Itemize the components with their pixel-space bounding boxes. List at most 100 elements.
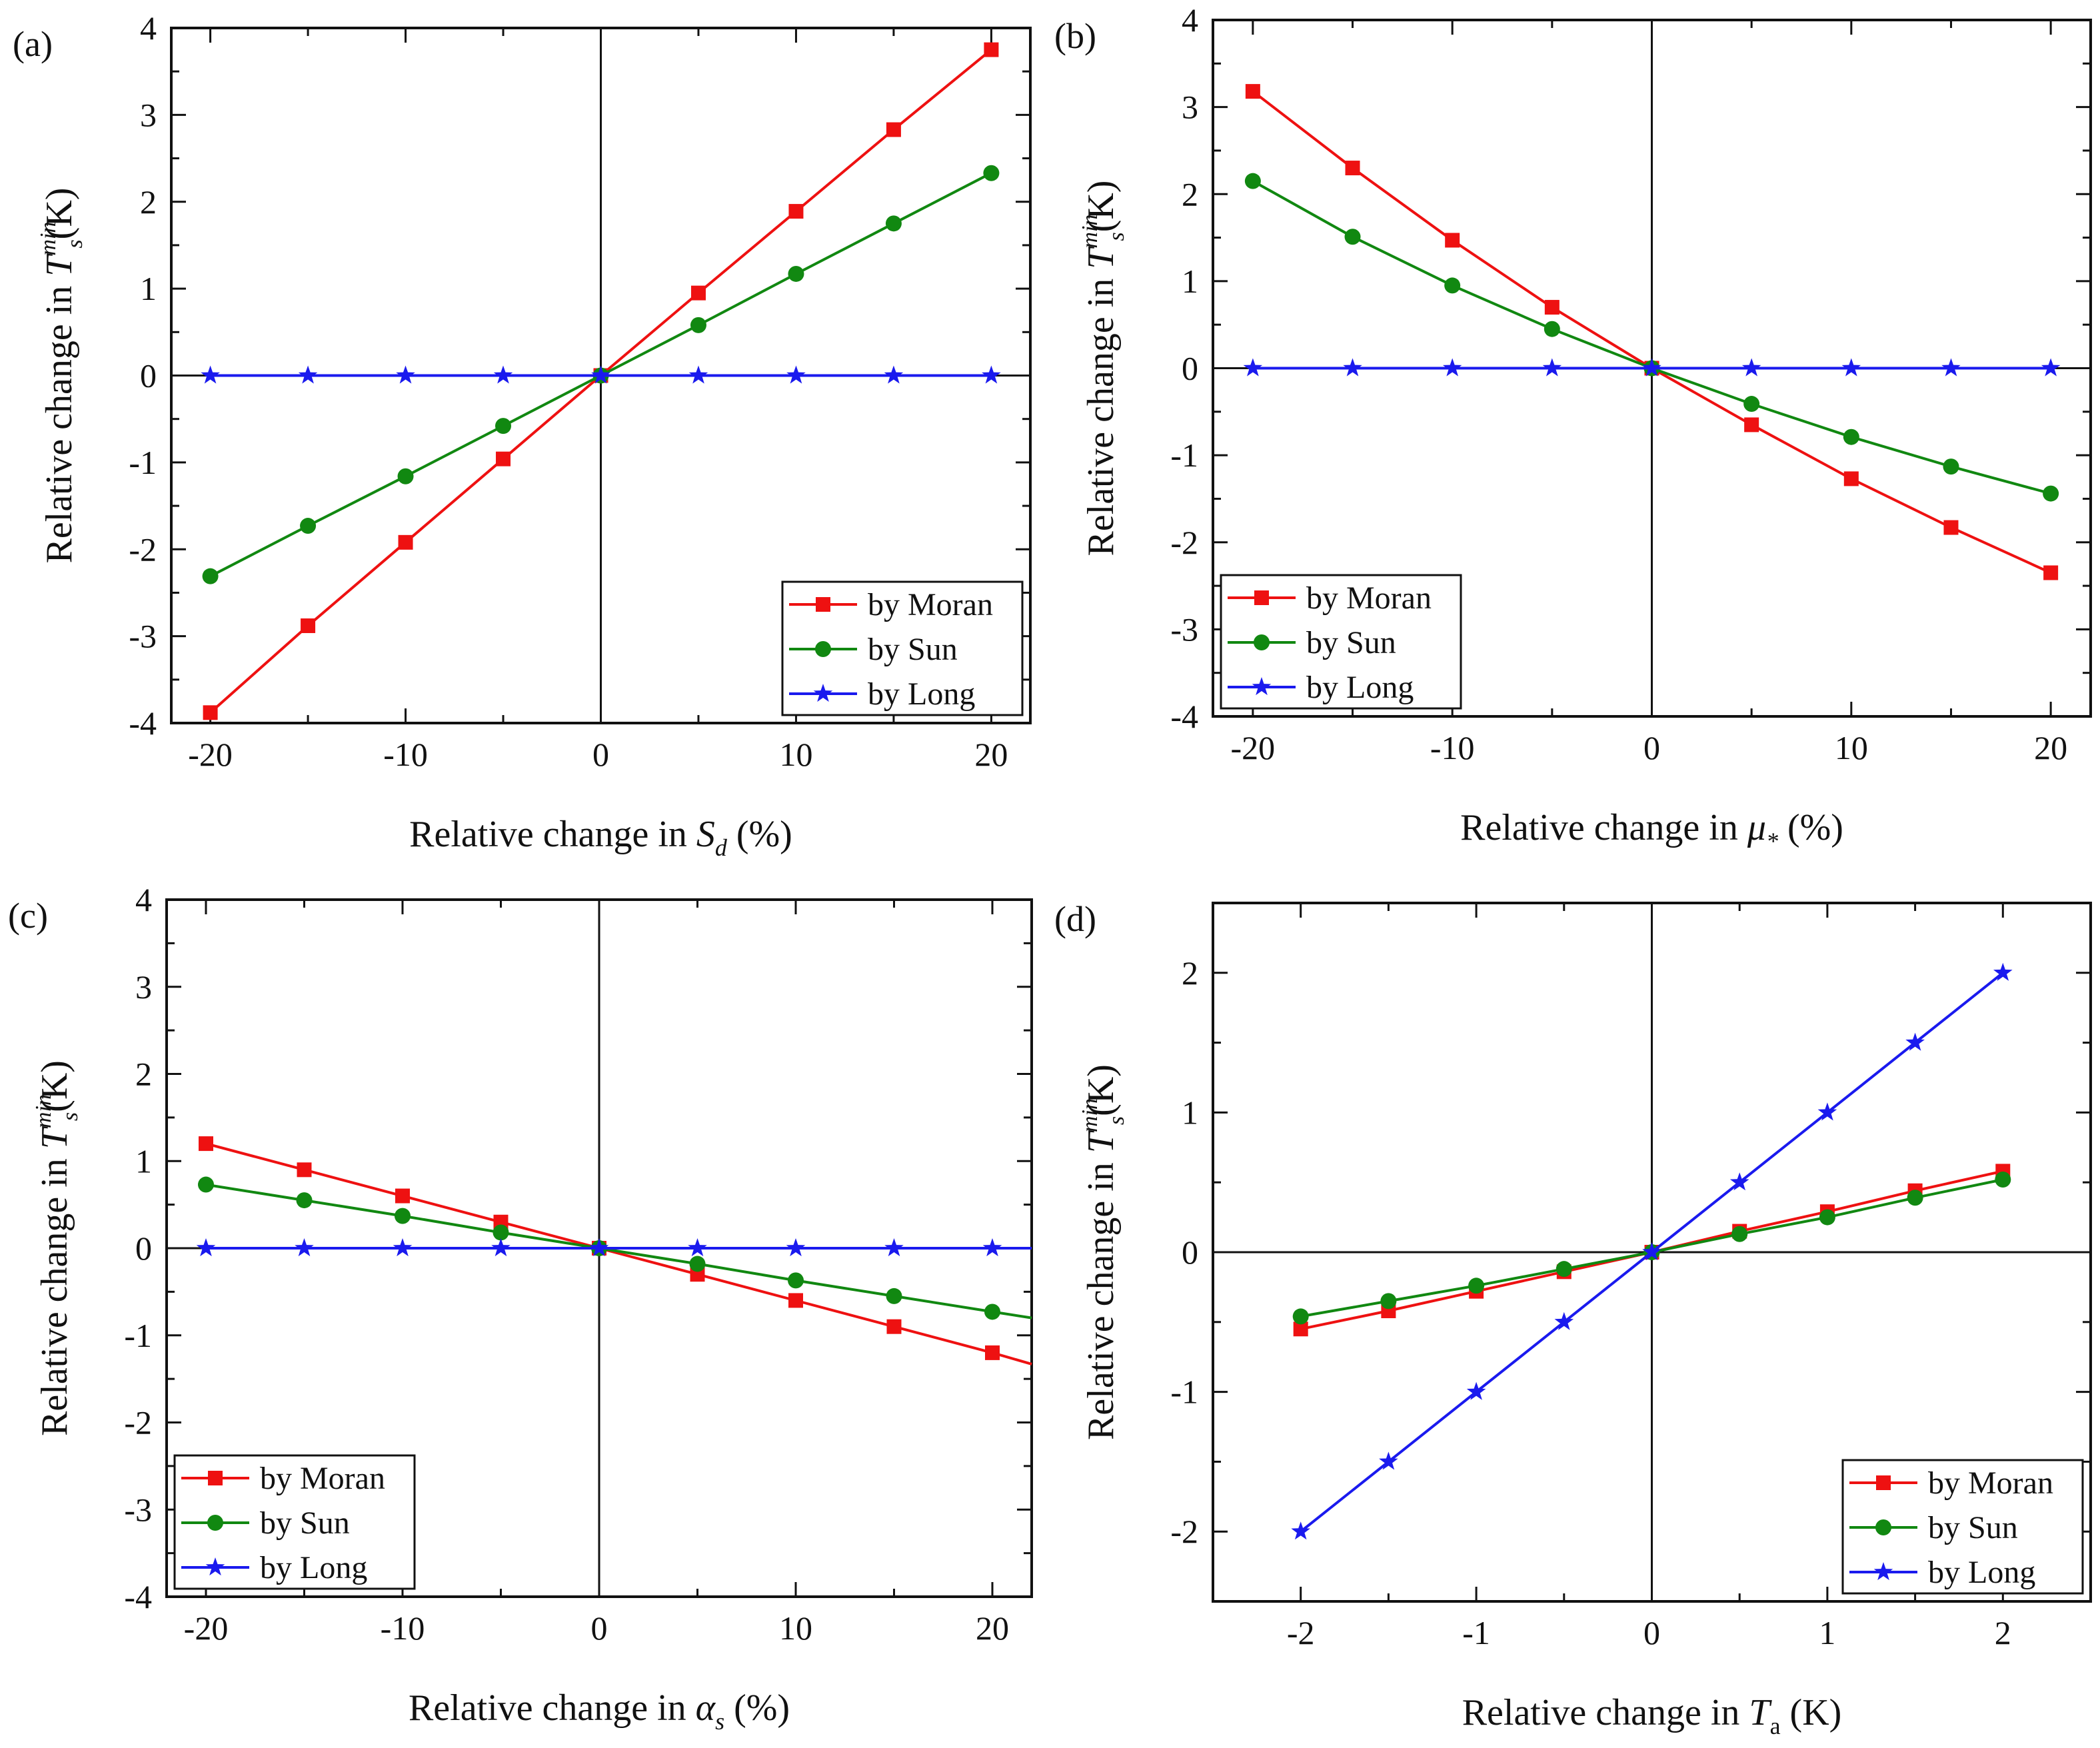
y-tick-label: 1: [1182, 263, 1198, 300]
data-point: [1843, 429, 1859, 445]
legend-marker: [1254, 634, 1270, 650]
data-point: [297, 1162, 312, 1178]
y-tick-label: 2: [135, 1056, 152, 1093]
y-tick-label: -2: [124, 1404, 152, 1441]
data-point: [886, 1288, 902, 1304]
y-tick-label: -3: [129, 618, 157, 655]
data-point: [1843, 471, 1859, 486]
data-point: [296, 1192, 313, 1209]
legend-marker: [816, 597, 830, 612]
data-point: [788, 1293, 803, 1308]
data-point: [1943, 458, 1959, 475]
legend-entry: by Moran: [260, 1461, 385, 1496]
data-point: [398, 534, 413, 550]
y-tick-label: 4: [1182, 1, 1198, 39]
data-point: [1445, 233, 1460, 248]
y-tick-label: 0: [1182, 350, 1198, 387]
legend-marker: [813, 684, 833, 702]
legend-entry: by Long: [1306, 670, 1414, 705]
data-point: [1444, 277, 1461, 294]
legend-entry: by Long: [868, 676, 975, 712]
x-tick-label: -10: [1430, 729, 1475, 766]
y-axis-title: Relative change in Tmins(K): [36, 188, 87, 564]
data-point: [1291, 1521, 1310, 1540]
y-tick-label: -4: [129, 704, 157, 742]
y-tick-label: -2: [129, 530, 157, 568]
y-tick-label: 0: [140, 357, 157, 395]
x-axis-title: Relative change in Ta (K): [1462, 1692, 1842, 1739]
data-point: [1907, 1190, 1923, 1206]
y-tick-label: 2: [140, 183, 157, 221]
data-point: [198, 1176, 214, 1193]
legend-entry: by Moran: [1928, 1465, 2053, 1501]
data-point: [203, 705, 218, 720]
data-point: [1943, 520, 1959, 535]
data-point: [1243, 358, 1263, 377]
y-tick-label: 0: [1182, 1234, 1198, 1271]
data-point: [884, 1238, 904, 1257]
y-tick-label: -2: [1170, 1513, 1198, 1550]
data-point: [295, 1238, 314, 1257]
data-point: [1292, 1308, 1309, 1325]
x-tick-label: -10: [381, 1609, 425, 1647]
data-point: [1293, 1321, 1308, 1337]
data-point: [491, 1238, 511, 1257]
y-tick-label: 2: [1182, 175, 1198, 213]
x-tick-label: -2: [1287, 1614, 1315, 1651]
y-axis-title: Relative change in Tmins(K): [1078, 181, 1129, 556]
data-point: [788, 265, 804, 282]
x-tick-label: 1: [1819, 1614, 1835, 1651]
data-point: [982, 365, 1001, 384]
data-point: [202, 568, 219, 584]
x-axis-title: Relative change in Sd (%): [409, 814, 792, 861]
series-by-sun: [198, 1176, 1032, 1320]
legend: by Moran by Sun by Long: [781, 580, 1024, 716]
data-point: [1841, 358, 1861, 377]
data-point: [1542, 358, 1562, 377]
x-tick-label: -20: [184, 1609, 229, 1647]
legend-marker: [1875, 1519, 1891, 1535]
data-point: [690, 285, 706, 301]
data-point: [1468, 1278, 1485, 1294]
x-tick-label: 20: [974, 736, 1008, 773]
panel-label: (c): [8, 896, 48, 936]
y-tick-label: 1: [140, 270, 157, 307]
data-point: [493, 365, 513, 384]
data-point: [1343, 358, 1362, 377]
y-tick-label: 4: [140, 9, 157, 47]
data-point: [1442, 358, 1462, 377]
data-point: [589, 1238, 609, 1257]
data-point: [983, 165, 1000, 181]
data-point: [1556, 1261, 1572, 1278]
data-point: [1995, 1172, 2011, 1188]
data-point: [591, 365, 610, 384]
legend-marker: [207, 1515, 223, 1531]
data-point: [2043, 485, 2059, 502]
data-point: [199, 1136, 213, 1152]
data-point: [1245, 84, 1260, 99]
x-tick-label: 0: [1643, 1614, 1660, 1651]
legend-entry: by Sun: [260, 1505, 350, 1541]
data-point: [1344, 229, 1361, 245]
data-point: [688, 1238, 707, 1257]
data-point: [690, 317, 706, 333]
data-point: [1731, 1226, 1748, 1242]
x-tick-label: -20: [1231, 729, 1276, 766]
data-point: [1744, 417, 1759, 433]
series-line: [205, 1183, 1032, 1319]
data-point: [884, 365, 904, 384]
panel-label: (d): [1054, 899, 1096, 939]
data-point: [397, 468, 414, 484]
legend-marker: [1252, 677, 1272, 696]
y-tick-label: -2: [1170, 524, 1198, 561]
legend-marker: [1873, 1562, 1893, 1581]
x-axis-title: Relative change in μ* (%): [1460, 807, 1843, 854]
x-tick-label: 10: [779, 736, 812, 773]
y-tick-label: 0: [135, 1230, 152, 1267]
legend-entry: by Long: [1928, 1555, 2035, 1590]
data-point: [1993, 962, 2013, 981]
legend-entry: by Sun: [1928, 1510, 2018, 1545]
data-point: [1554, 1311, 1574, 1330]
